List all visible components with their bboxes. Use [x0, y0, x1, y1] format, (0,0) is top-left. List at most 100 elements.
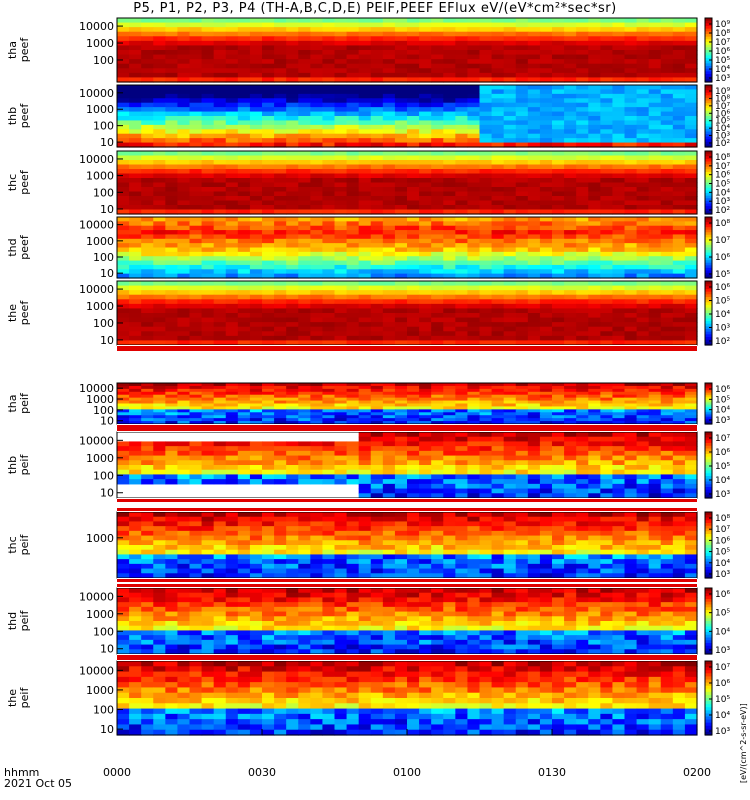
panel-thb-peif: 10000 1000 100 10 thb peif 10⁷ 10⁶ 10⁵ 10⁴ 10³ — [6, 431, 730, 500]
y-axis-product-label: peef — [18, 103, 31, 129]
plot-title: P5, P1, P2, P3, P4 (TH-A,B,C,D,E) PEIF,P… — [133, 1, 617, 16]
colorbar — [704, 150, 713, 215]
colorbar-tick-label: 10⁸ — [715, 29, 730, 39]
colorbar-tick-label: 10³ — [715, 727, 730, 737]
colorbar — [704, 587, 713, 655]
colorbar-tick-label: 10⁴ — [715, 559, 730, 569]
colorbar-tick-label: 10⁴ — [715, 188, 730, 198]
colorbar — [704, 84, 713, 148]
colorbar-tick-label: 10⁴ — [715, 124, 730, 134]
colorbar-tick-label: 10⁷ — [715, 525, 730, 535]
y-tick-label: 1000 — [86, 37, 114, 50]
colorbar-tick-label: 10⁵ — [715, 297, 730, 307]
y-axis-product-label: peef — [18, 37, 31, 63]
colorbar-unit-label: [eV/(cm^2-s-sr-eV)] — [739, 703, 748, 783]
y-tick-label: 1000 — [86, 684, 114, 697]
panel-thc-peef: 10000 1000 100 10 thc peef 10⁸10⁷10⁶10⁵10⁴10³1… — [6, 150, 730, 216]
y-tick-label: 1000 — [86, 532, 114, 545]
colorbar-tick-label: 10⁵ — [715, 117, 730, 127]
colorbar — [704, 17, 713, 83]
y-axis-product-label: peif — [18, 454, 31, 476]
colorbar-tick-label: 10⁵ — [715, 695, 730, 705]
y-axis-probe-label: thc — [6, 536, 19, 553]
colorbar — [704, 511, 713, 579]
y-axis-product-label: peef — [18, 169, 31, 195]
colorbar-tick-label: 10⁴ — [715, 711, 730, 721]
y-axis-probe-label: thd — [6, 612, 19, 630]
y-tick-label: 1000 — [86, 300, 114, 313]
y-tick-label: 10 — [100, 415, 114, 428]
y-axis-probe-label: the — [6, 304, 19, 322]
time-axis-legend-unit: hhmm — [4, 766, 40, 779]
y-tick-label: 100 — [93, 54, 114, 67]
panel-frame — [116, 17, 698, 83]
heatmap-cells — [117, 281, 698, 346]
colorbar-tick-label: 10⁷ — [715, 162, 730, 172]
panel-thd-peef: 10000 1000 100 10 thd peef 10⁸ 10⁷ 10⁶ 10⁵ — [6, 216, 730, 280]
colorbar-tick-label: 10⁵ — [715, 462, 730, 472]
y-tick-label: 10000 — [79, 590, 114, 603]
colorbar — [704, 660, 713, 736]
colorbar-tick-label: 10³ — [715, 570, 730, 580]
y-axis-probe-label: the — [6, 689, 19, 707]
panel-separator-band — [117, 499, 697, 502]
panel-frame — [116, 84, 698, 148]
colorbar-tick-label: 10⁶ — [715, 448, 730, 458]
colorbar-tick-label: 10³ — [715, 490, 730, 500]
panel-separator-band — [117, 508, 697, 511]
colorbar-tick-label: 10⁵ — [715, 270, 730, 280]
colorbar-tick-label: 10⁵ — [715, 180, 730, 190]
colorbar-tick-label: 10⁶ — [715, 590, 730, 600]
panel-the-peif: 10000 1000 100 10 the peif 10⁷ 10⁶ 10⁵ 10⁴ 10³ — [6, 660, 730, 737]
y-tick-label: 10 — [100, 136, 114, 149]
heatmap-cells — [117, 383, 698, 425]
colorbar-tick-label: 10⁸ — [715, 153, 730, 163]
heatmap-cells — [117, 217, 698, 279]
colorbar-tick-label: 10⁴ — [715, 65, 730, 75]
y-tick-label: 10000 — [79, 153, 114, 166]
y-axis-probe-label: tha — [6, 41, 19, 59]
y-tick-label: 10000 — [79, 664, 114, 677]
colorbar-tick-label: 10⁵ — [715, 395, 730, 405]
colorbar-tick-label: 10⁶ — [715, 385, 730, 395]
colorbar-tick-label: 10⁷ — [715, 434, 730, 444]
panel-thd-peif: 10000 1000 100 10 thd peif 10⁶ 10⁵ 10⁴ 10³ — [6, 587, 730, 656]
colorbar-tick-label: 10³ — [715, 646, 730, 656]
time-tick: 0100 — [393, 766, 421, 779]
colorbar-tick-label: 10⁶ — [715, 109, 730, 119]
time-axis: 0000 0030 0100 0130 0200 — [0, 766, 750, 780]
y-tick-label: 1000 — [86, 235, 114, 248]
colorbar-tick-label: 10⁷ — [715, 236, 730, 246]
y-axis-probe-label: tha — [6, 394, 19, 412]
y-tick-label: 100 — [93, 120, 114, 133]
panel-the-peef: 10000 1000 100 10 the peef 10⁶ 10⁵ 10⁴ 10³ 10² — [6, 280, 730, 347]
colorbar-tick-label: 10³ — [715, 197, 730, 207]
colorbar-tick-label: 10² — [715, 337, 730, 347]
panel-frame — [116, 216, 698, 279]
heatmap-cells — [117, 588, 698, 655]
colorbar-tick-label: 10² — [715, 206, 730, 216]
colorbar-tick-label: 10⁷ — [715, 38, 730, 48]
y-tick-label: 100 — [93, 625, 114, 638]
colorbar-tick-label: 10⁹ — [715, 20, 730, 30]
panel-separator — [117, 578, 697, 588]
colorbar-tick-label: 10⁹ — [715, 87, 730, 97]
panel-separator-band — [117, 348, 697, 351]
y-axis-product-label: peif — [18, 687, 31, 709]
colorbar-tick-label: 10⁴ — [715, 627, 730, 637]
y-axis-product-label: peef — [18, 234, 31, 260]
y-tick-label: 1000 — [86, 393, 114, 406]
colorbar — [704, 382, 713, 425]
colorbar-tick-label: 10⁶ — [715, 536, 730, 546]
colorbar — [704, 280, 713, 346]
panel-separator-band — [117, 346, 697, 349]
y-tick-label: 1000 — [86, 608, 114, 621]
y-tick-label: 1000 — [86, 103, 114, 116]
colorbar-tick-label: 10³ — [715, 416, 730, 426]
y-axis-product-label: peef — [18, 300, 31, 326]
colorbar-tick-label: 10⁴ — [715, 476, 730, 486]
panel-separator-band — [117, 584, 697, 587]
y-tick-label: 10000 — [79, 283, 114, 296]
